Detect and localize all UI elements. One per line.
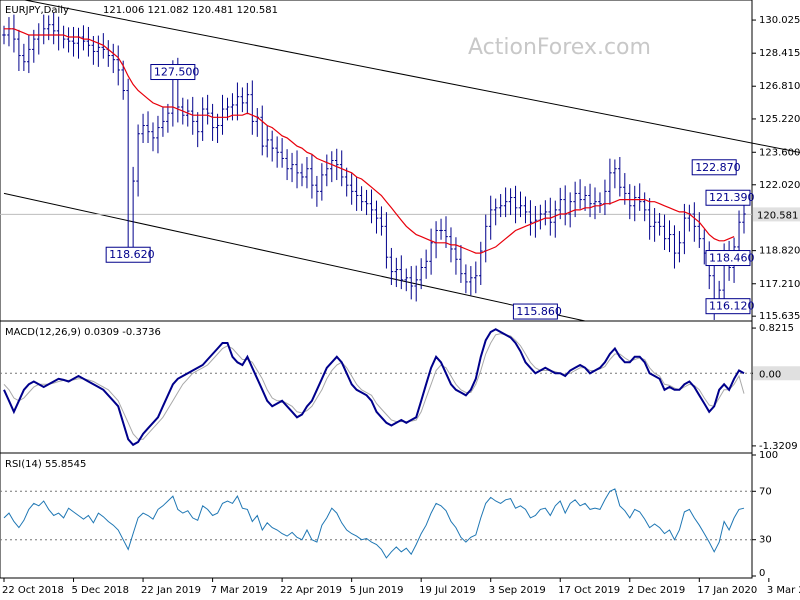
price-annotation-box (705, 298, 751, 315)
ohlc-header: 121.006 121.082 120.481 120.581 (103, 5, 278, 16)
last-price-label: 120.581 (757, 210, 798, 221)
price-tick-label: 123.600 (759, 147, 800, 158)
price-tick-label: 126.810 (759, 81, 800, 92)
price-tick-label: 125.220 (759, 114, 800, 125)
price-tick-label: 117.210 (759, 279, 800, 290)
x-tick-label: 2 Dec 2019 (628, 585, 686, 596)
price-annotation: 118.620 (109, 248, 155, 261)
macd-tick-label: -1.3209 (759, 441, 798, 452)
price-annotation-box (105, 246, 151, 263)
price-annotation: 118.460 (709, 252, 755, 265)
rsi-plot: 100 70 30 0 (0, 450, 778, 579)
macd-tick-label: 0.8215 (759, 323, 794, 334)
x-tick-label: 19 Jul 2019 (419, 585, 476, 596)
x-tick-label: 5 Dec 2018 (72, 585, 130, 596)
price-tick-label: 130.025 (759, 15, 800, 26)
rsi-tick-label: 100 (759, 450, 778, 461)
price-annotation: 127.500 (154, 66, 200, 79)
price-tick-label: 128.415 (759, 48, 800, 59)
x-tick-label: 17 Oct 2019 (558, 585, 620, 596)
rsi-panel (0, 452, 753, 579)
price-tick-label: 118.820 (759, 246, 800, 257)
price-title: EURJPY,Daily (5, 5, 69, 16)
macd-zero-tag (753, 366, 800, 381)
macd-signal-line (3, 333, 745, 440)
x-tick-label: 5 Jun 2019 (350, 585, 404, 596)
price-tick-label: 115.635 (759, 311, 800, 322)
price-annotation-box (150, 64, 196, 81)
rsi-tick-label: 0 (759, 568, 765, 579)
price-annotation-box (512, 303, 558, 320)
x-tick-label: 3 Mar 2020 (767, 585, 800, 596)
x-axis: 22 Oct 2018 5 Dec 2018 22 Jan 2019 7 Mar 20… (2, 578, 800, 596)
x-tick-label: 22 Jan 2019 (141, 585, 201, 596)
x-tick-label: 22 Apr 2019 (280, 585, 342, 596)
x-tick-label: 22 Oct 2018 (2, 585, 64, 596)
price-annotation-box (705, 189, 751, 206)
last-price-tag (753, 207, 800, 222)
x-tick-label: 3 Sep 2019 (489, 585, 546, 596)
x-tick-label: 7 Mar 2019 (211, 585, 268, 596)
x-tick-label: 17 Jan 2020 (697, 585, 757, 596)
rsi-title: RSI(14) 55.8545 (5, 459, 86, 470)
macd-line (3, 328, 745, 447)
price-annotation: 116.120 (709, 300, 755, 313)
macd-zero-label: 0.00 (759, 369, 781, 380)
price-annotation: 115.860 (516, 305, 562, 318)
watermark: ActionForex.com (468, 35, 651, 60)
rsi-tick-label: 30 (759, 535, 772, 546)
price-annotation-box (705, 250, 751, 267)
rsi-line (3, 488, 745, 559)
moving-average-line (4, 28, 735, 254)
price-plot: 130.025 128.415 126.810 125.220 123.600 122.0… (0, 0, 800, 322)
price-tick-label: 122.020 (759, 180, 800, 191)
channel-trendline (22, 0, 800, 154)
price-annotation: 122.870 (695, 161, 741, 174)
price-annotation-box (691, 159, 737, 176)
price-annotation: 121.390 (709, 191, 755, 204)
macd-title: MACD(12,26,9) 0.0309 -0.3736 (5, 327, 161, 338)
rsi-tick-label: 70 (759, 486, 772, 497)
